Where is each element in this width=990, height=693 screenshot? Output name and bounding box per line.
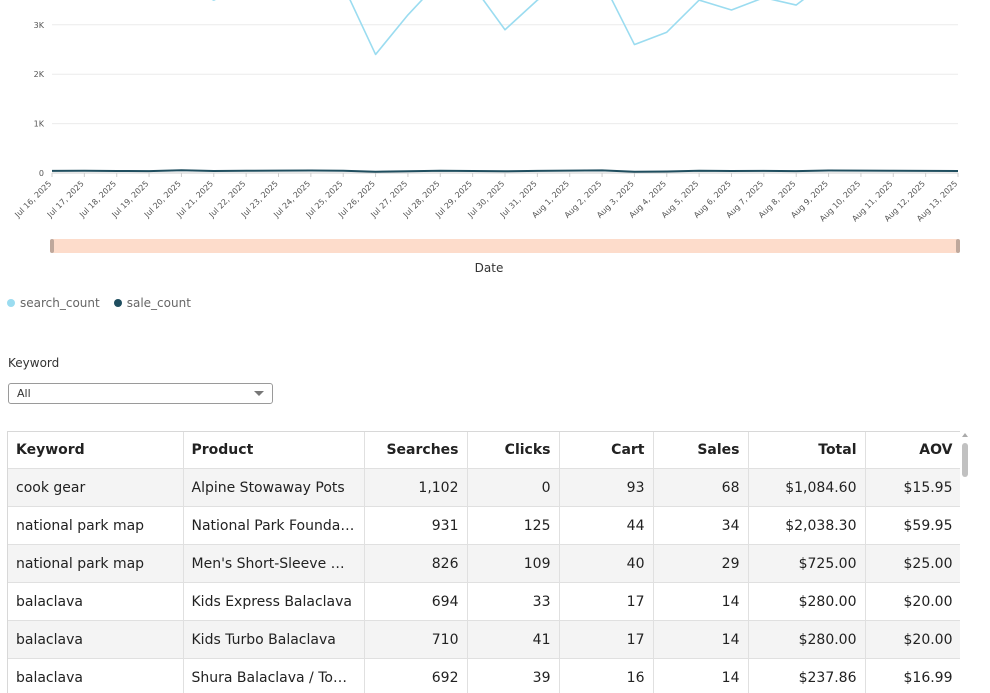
cell-sales: 14 (653, 659, 748, 693)
cell-clicks: 125 (467, 507, 559, 545)
cell-aov: $20.00 (865, 583, 961, 621)
cell-sales: 14 (653, 583, 748, 621)
column-header-total[interactable]: Total (748, 432, 865, 469)
cell-cart: 16 (559, 659, 653, 693)
keyword-select-value: All (17, 387, 31, 400)
table-row: national park map Men's Short-Sleeve … 8… (8, 545, 961, 583)
cell-keyword: balaclava (8, 583, 183, 621)
range-slider-left-handle[interactable] (50, 239, 54, 253)
cell-cart: 40 (559, 545, 653, 583)
column-header-product[interactable]: Product (183, 432, 364, 469)
cell-total: $2,038.30 (748, 507, 865, 545)
cell-clicks: 109 (467, 545, 559, 583)
range-slider-track[interactable] (52, 239, 958, 253)
column-header-aov[interactable]: AOV (865, 432, 961, 469)
cell-product: Alpine Stowaway Pots (183, 469, 364, 507)
cell-aov: $16.99 (865, 659, 961, 693)
cell-total: $280.00 (748, 621, 865, 659)
column-header-cart[interactable]: Cart (559, 432, 653, 469)
legend-label: search_count (20, 296, 100, 310)
cell-total: $280.00 (748, 583, 865, 621)
table-row: cook gear Alpine Stowaway Pots 1,102 0 9… (8, 469, 961, 507)
y-tick-label: 0 (39, 169, 44, 178)
cell-cart: 17 (559, 621, 653, 659)
chart-grid (52, 25, 958, 173)
series-line-search-count (52, 0, 958, 54)
cell-product: Men's Short-Sleeve … (183, 545, 364, 583)
cell-searches: 692 (364, 659, 467, 693)
cell-keyword: national park map (8, 507, 183, 545)
cell-aov: $15.95 (865, 469, 961, 507)
cell-searches: 710 (364, 621, 467, 659)
keyword-filter-label: Keyword (8, 356, 59, 370)
cell-keyword: national park map (8, 545, 183, 583)
series-line-sale-count (52, 170, 958, 171)
legend-item-search-count[interactable]: search_count (7, 296, 100, 310)
column-header-clicks[interactable]: Clicks (467, 432, 559, 469)
cell-sales: 34 (653, 507, 748, 545)
cell-product: Shura Balaclava / Toddler (183, 659, 364, 693)
cell-searches: 1,102 (364, 469, 467, 507)
cell-clicks: 39 (467, 659, 559, 693)
table-row: balaclava Shura Balaclava / Toddler 692 … (8, 659, 961, 693)
y-tick-label: 2K (34, 70, 45, 79)
scroll-up-icon[interactable] (962, 433, 968, 437)
cell-product: National Park Foundati… (183, 507, 364, 545)
table-row: national park map National Park Foundati… (8, 507, 961, 545)
x-axis-label: Date (475, 261, 504, 275)
cell-keyword: balaclava (8, 621, 183, 659)
cell-sales: 14 (653, 621, 748, 659)
chevron-down-icon (254, 391, 264, 396)
column-header-keyword[interactable]: Keyword (8, 432, 183, 469)
scrollbar-thumb[interactable] (962, 443, 968, 477)
cell-total: $1,084.60 (748, 469, 865, 507)
keyword-table-container: Keyword Product Searches Clicks Cart Sal… (7, 431, 961, 693)
cell-keyword: cook gear (8, 469, 183, 507)
keyword-table: Keyword Product Searches Clicks Cart Sal… (8, 432, 961, 693)
cell-keyword: balaclava (8, 659, 183, 693)
cell-cart: 17 (559, 583, 653, 621)
table-scrollbar[interactable] (960, 431, 970, 692)
keyword-select[interactable]: All (8, 383, 273, 404)
column-header-sales[interactable]: Sales (653, 432, 748, 469)
legend-label: sale_count (127, 296, 191, 310)
chart-legend: search_count sale_count (7, 296, 191, 310)
cell-sales: 29 (653, 545, 748, 583)
column-header-searches[interactable]: Searches (364, 432, 467, 469)
cell-searches: 826 (364, 545, 467, 583)
cell-clicks: 0 (467, 469, 559, 507)
cell-searches: 931 (364, 507, 467, 545)
cell-searches: 694 (364, 583, 467, 621)
cell-aov: $25.00 (865, 545, 961, 583)
y-tick-label: 3K (34, 21, 45, 30)
table-header-row: Keyword Product Searches Clicks Cart Sal… (8, 432, 961, 469)
y-tick-label: 1K (34, 120, 45, 129)
legend-dot-icon (114, 299, 122, 307)
cell-total: $725.00 (748, 545, 865, 583)
cell-aov: $59.95 (865, 507, 961, 545)
cell-product: Kids Turbo Balaclava (183, 621, 364, 659)
table-row: balaclava Kids Turbo Balaclava 710 41 17… (8, 621, 961, 659)
cell-aov: $20.00 (865, 621, 961, 659)
cell-clicks: 33 (467, 583, 559, 621)
cell-product: Kids Express Balaclava (183, 583, 364, 621)
cell-total: $237.86 (748, 659, 865, 693)
cell-cart: 44 (559, 507, 653, 545)
cell-sales: 68 (653, 469, 748, 507)
y-axis: 0 1K 2K 3K (34, 21, 45, 178)
legend-item-sale-count[interactable]: sale_count (114, 296, 191, 310)
cell-cart: 93 (559, 469, 653, 507)
range-slider[interactable] (50, 239, 960, 253)
legend-dot-icon (7, 299, 15, 307)
cell-clicks: 41 (467, 621, 559, 659)
range-slider-right-handle[interactable] (956, 239, 960, 253)
table-row: balaclava Kids Express Balaclava 694 33 … (8, 583, 961, 621)
chart-series (52, 0, 958, 172)
